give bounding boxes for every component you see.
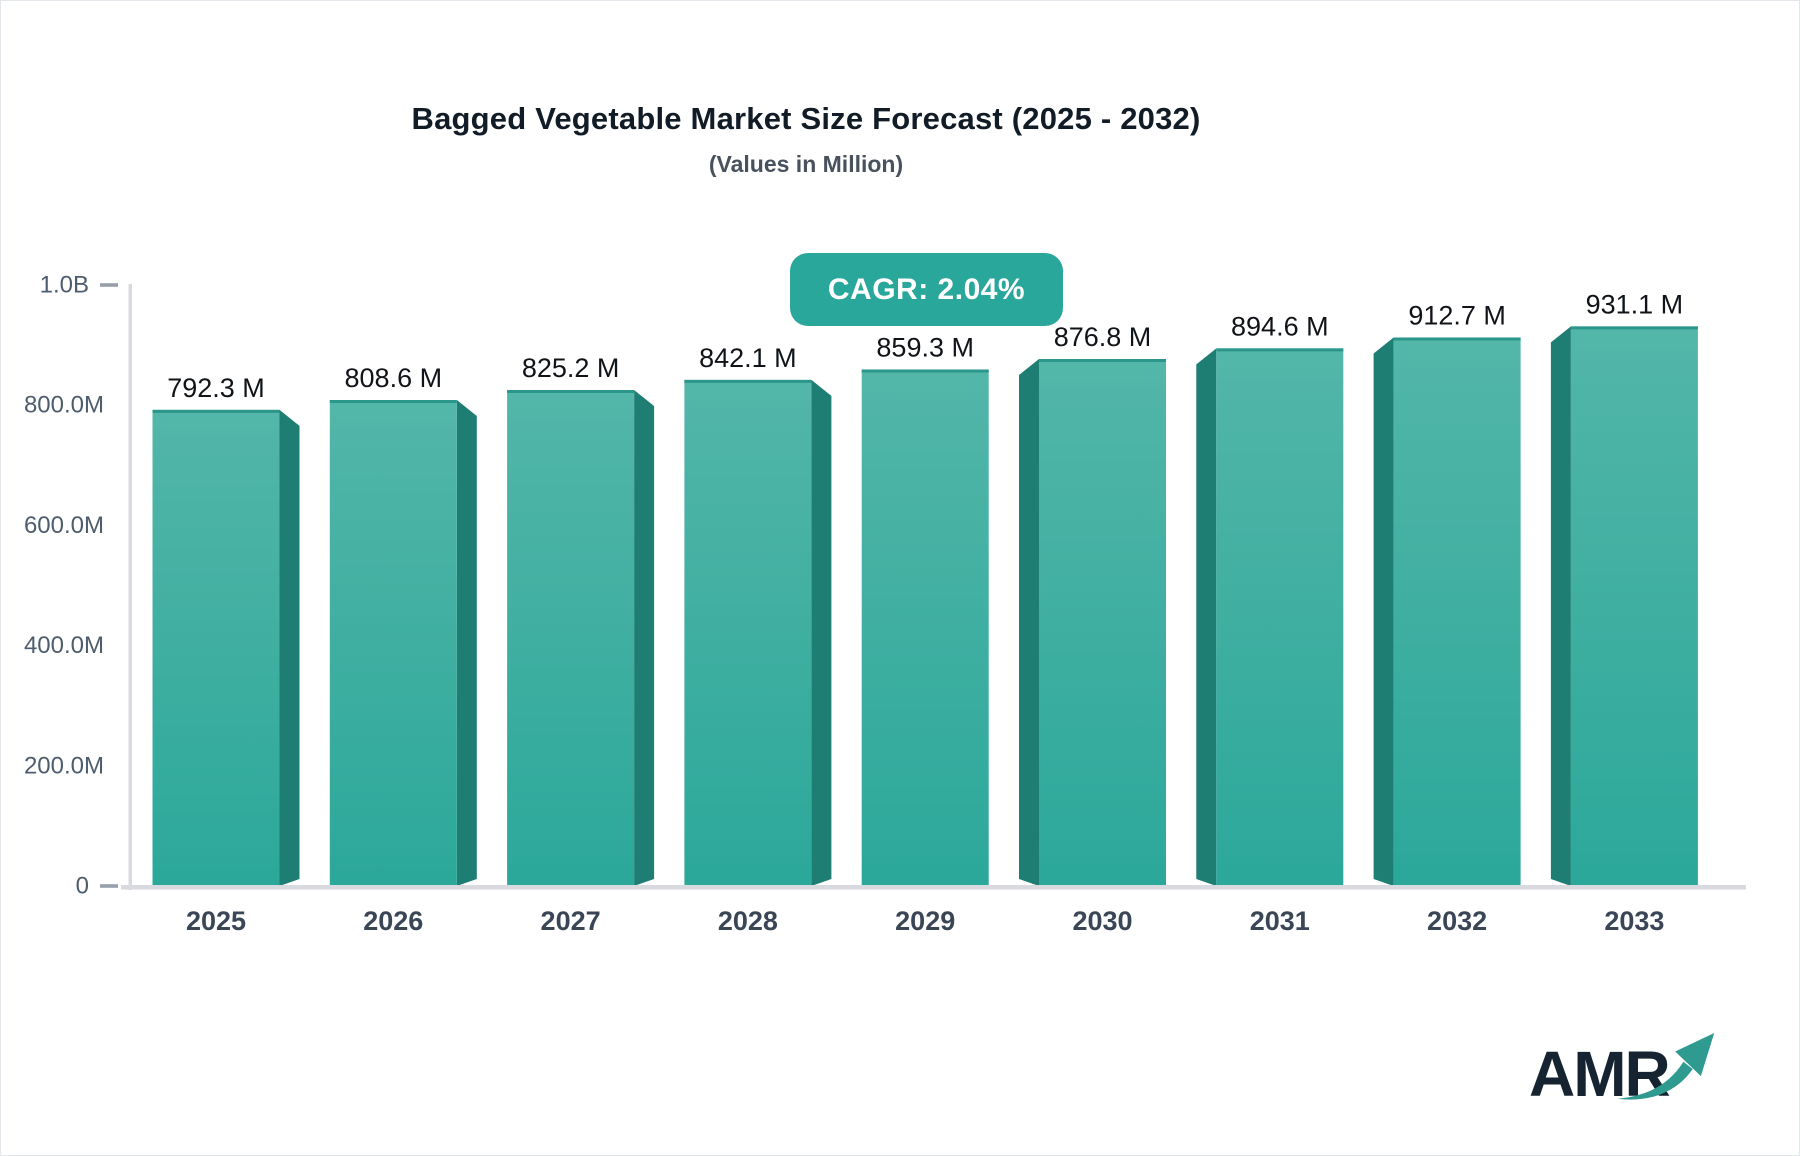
bar-side-2033 <box>1550 326 1571 886</box>
bar-side-2030 <box>1019 359 1039 886</box>
bar-2028 <box>684 379 812 886</box>
bar-value-label-2033: 931.1 M <box>1586 289 1684 319</box>
bar-side-2032 <box>1373 337 1394 886</box>
bar-2031 <box>1216 348 1344 886</box>
x-tick-label-2032: 2032 <box>1427 906 1487 936</box>
y-tick-label-0: 0 <box>76 873 89 900</box>
x-tick-label-2033: 2033 <box>1604 906 1664 936</box>
bar-value-label-2032: 912.7 M <box>1408 300 1506 330</box>
x-tick-label-2026: 2026 <box>363 906 423 936</box>
x-tick-label-2031: 2031 <box>1250 906 1310 936</box>
bar-side-2031 <box>1196 348 1217 886</box>
x-tick-label-2025: 2025 <box>186 906 246 936</box>
bar-2026 <box>329 400 457 886</box>
bar-value-label-2027: 825.2 M <box>522 353 620 383</box>
bar-side-2028 <box>811 379 832 886</box>
y-tick-label-1.0B: 1.0B <box>40 272 89 299</box>
bar-value-label-2026: 808.6 M <box>345 363 443 393</box>
y-tick-dash-0 <box>100 884 118 888</box>
chart-subtitle: (Values in Million) <box>708 151 904 177</box>
x-tick-label-2030: 2030 <box>1072 906 1132 936</box>
bar-2027 <box>507 390 635 886</box>
bar-value-label-2030: 876.8 M <box>1054 322 1152 352</box>
y-tick-label-400.0M: 400.0M <box>24 632 104 659</box>
y-axis-line <box>128 284 132 890</box>
bar-value-label-2029: 859.3 M <box>876 333 974 363</box>
x-tick-label-2028: 2028 <box>718 906 778 936</box>
x-axis-line <box>121 885 1746 890</box>
bar-value-label-2028: 842.1 M <box>699 343 797 373</box>
x-tick-label-2027: 2027 <box>541 906 601 936</box>
bar-value-label-2031: 894.6 M <box>1231 311 1329 341</box>
growth-arrow-icon <box>1617 1033 1715 1100</box>
cagr-badge: CAGR: 2.04% <box>790 253 1063 326</box>
y-tick-label-800.0M: 800.0M <box>24 392 104 419</box>
bar-side-2026 <box>456 400 477 886</box>
bar-2029 <box>861 369 989 887</box>
bar-2030 <box>1039 359 1166 886</box>
x-tick-label-2029: 2029 <box>895 906 955 936</box>
bar-2025 <box>152 409 280 886</box>
y-tick-dash-1.0B <box>100 283 118 287</box>
y-tick-label-600.0M: 600.0M <box>24 512 104 539</box>
brand-logo: AMR <box>1529 1031 1729 1121</box>
chart-title: Bagged Vegetable Market Size Forecast (2… <box>411 101 1201 136</box>
y-tick-label-200.0M: 200.0M <box>24 752 104 779</box>
bar-2032 <box>1393 337 1521 886</box>
bar-value-label-2025: 792.3 M <box>167 373 265 403</box>
bar-side-2027 <box>634 390 655 886</box>
bar-2033 <box>1570 326 1698 886</box>
bar-side-2025 <box>279 409 300 886</box>
